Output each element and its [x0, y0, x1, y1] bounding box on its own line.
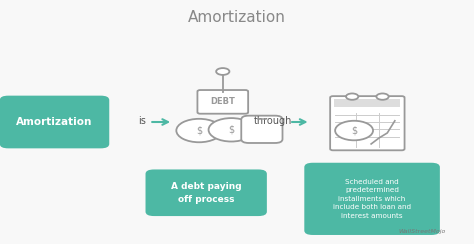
- FancyBboxPatch shape: [146, 169, 267, 216]
- Text: DEBT: DEBT: [210, 98, 235, 106]
- Text: through: through: [254, 116, 292, 126]
- Text: is: is: [138, 116, 146, 126]
- Text: $: $: [351, 126, 357, 135]
- Circle shape: [216, 68, 229, 75]
- Circle shape: [176, 119, 222, 142]
- Text: A debt paying
off process: A debt paying off process: [171, 182, 241, 203]
- Circle shape: [335, 121, 373, 140]
- Text: Scheduled and
predetermined
installments which
include both loan and
interest am: Scheduled and predetermined installments…: [333, 179, 411, 219]
- Circle shape: [376, 93, 389, 100]
- FancyBboxPatch shape: [0, 96, 109, 148]
- Text: ✚: ✚: [378, 220, 385, 229]
- Circle shape: [346, 93, 358, 100]
- Text: $: $: [196, 126, 202, 135]
- Text: Amortization: Amortization: [188, 10, 286, 25]
- Bar: [334, 99, 400, 107]
- FancyBboxPatch shape: [304, 163, 440, 235]
- FancyBboxPatch shape: [330, 96, 405, 150]
- FancyBboxPatch shape: [197, 90, 248, 114]
- Text: WallStreetMojo: WallStreetMojo: [398, 229, 446, 234]
- Circle shape: [209, 118, 254, 142]
- FancyBboxPatch shape: [241, 116, 283, 143]
- Text: Amortization: Amortization: [16, 117, 93, 127]
- Text: $: $: [228, 125, 234, 135]
